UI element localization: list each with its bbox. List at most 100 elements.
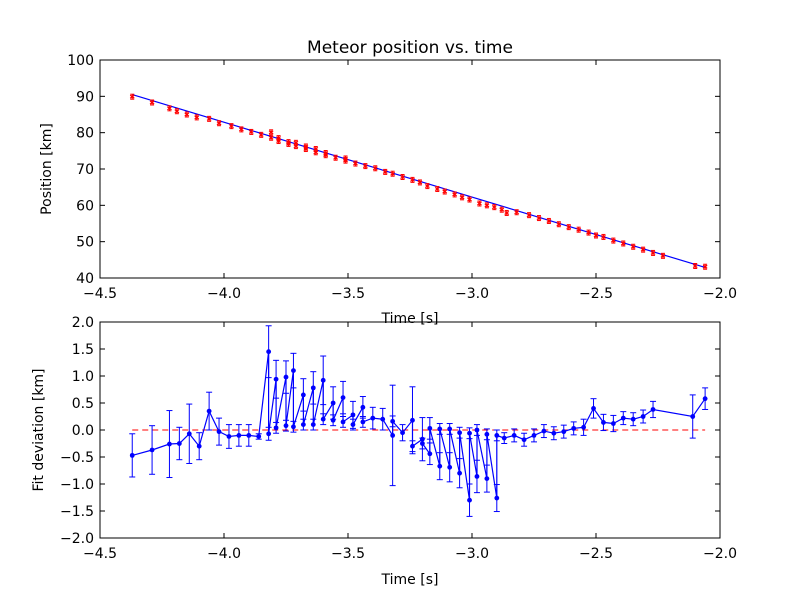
deviation-point (410, 443, 415, 449)
deviation-point (360, 419, 366, 425)
deviation-point (360, 404, 366, 410)
position-point (576, 226, 582, 233)
chart-title: Meteor position vs. time (307, 38, 513, 58)
deviation-point (129, 452, 135, 458)
deviation-point (273, 425, 279, 431)
position-point (194, 114, 200, 121)
position-x-tick-label: −2.5 (579, 286, 613, 302)
position-point (258, 131, 264, 138)
position-point (660, 252, 666, 259)
position-x-tick-label: −4.5 (83, 286, 117, 302)
deviation-point (390, 418, 396, 424)
position-point (593, 232, 599, 239)
position-y-tick-label: 60 (76, 198, 94, 214)
deviation-point (690, 414, 696, 419)
deviation-point (420, 441, 425, 446)
deviation-point (226, 434, 232, 439)
position-point (467, 196, 472, 203)
deviation-point (650, 407, 656, 412)
position-point (129, 93, 135, 100)
deviation-point (541, 428, 547, 434)
position-point (353, 160, 358, 167)
deviation-point (266, 349, 272, 355)
position-point (526, 212, 532, 219)
deviation-point (283, 374, 289, 380)
position-x-tick-label: −4.0 (207, 286, 241, 302)
position-point (248, 128, 254, 135)
position-y-tick-label: 40 (76, 271, 94, 287)
deviation-point (620, 415, 626, 421)
deviation-point (310, 422, 316, 427)
position-data-layer (129, 93, 708, 270)
deviation-point (186, 431, 192, 437)
position-point (174, 108, 180, 115)
deviation-point (511, 433, 517, 438)
deviation-point (494, 433, 500, 438)
deviation-point (484, 431, 490, 437)
deviation-plot: −4.5 −4.0 −3.5 −3.0 −2.5 −2.0 −2.0 −1.5 −1.0 −0.5… (31, 315, 737, 588)
deviation-point (457, 470, 462, 476)
position-point (484, 202, 490, 209)
deviation-point (273, 376, 279, 382)
position-point (702, 263, 708, 270)
deviation-point (320, 416, 326, 422)
deviation-point (340, 395, 346, 400)
deviation-point (283, 423, 289, 429)
position-point (268, 134, 274, 141)
deviation-point (196, 443, 202, 449)
deviation-x-tick-label: −2.0 (703, 546, 737, 562)
deviation-point (531, 433, 537, 438)
position-point (417, 179, 423, 186)
position-point (556, 221, 562, 228)
deviation-point (447, 426, 453, 432)
deviation-x-axis-label: Time [s] (381, 572, 439, 588)
position-point (650, 249, 656, 256)
position-x-tick-label: −2.0 (703, 286, 737, 302)
deviation-point (340, 419, 346, 425)
deviation-axis-ticks: −4.5 −4.0 −3.5 −3.0 −2.5 −2.0 −2.0 −1.5 −1.0 −0.5… (60, 315, 737, 562)
deviation-point (601, 420, 606, 425)
position-plot: Meteor position vs. time −4.5 −4.0 −3.5 −3.… (39, 38, 737, 327)
position-point (149, 99, 155, 106)
position-point (459, 194, 465, 201)
deviation-point (581, 424, 586, 430)
position-point (184, 111, 190, 118)
deviation-point (216, 429, 222, 435)
position-point (640, 246, 646, 253)
deviation-point (571, 425, 577, 431)
deviation-x-tick-label: −4.5 (83, 546, 117, 562)
position-point (536, 215, 542, 222)
position-y-axis-label: Position [km] (39, 123, 55, 215)
position-y-tick-label: 80 (76, 126, 94, 142)
deviation-point (640, 414, 646, 419)
deviation-point (330, 400, 336, 406)
position-point (452, 191, 458, 198)
position-point (504, 209, 510, 216)
position-point (276, 138, 281, 145)
deviation-y-tick-label: 0.0 (72, 423, 94, 439)
deviation-point (206, 408, 212, 414)
deviation-point (551, 430, 557, 436)
position-point (229, 123, 234, 130)
deviation-point (176, 441, 182, 446)
position-y-tick-label: 90 (76, 89, 94, 105)
position-y-tick-label: 50 (76, 235, 94, 251)
deviation-point (400, 430, 405, 436)
position-point (238, 126, 244, 133)
deviation-data-layer (129, 325, 709, 517)
deviation-point (630, 416, 636, 422)
deviation-y-tick-label: −1.0 (60, 477, 94, 493)
position-point (601, 233, 606, 240)
deviation-point (380, 416, 386, 422)
deviation-point (350, 422, 356, 427)
position-point (566, 224, 572, 231)
position-point (546, 217, 552, 224)
deviation-x-tick-label: −3.5 (331, 546, 365, 562)
position-y-tick-label: 100 (67, 53, 94, 69)
deviation-point (266, 431, 272, 437)
position-point (333, 154, 339, 161)
deviation-point (457, 430, 462, 436)
deviation-point (447, 464, 453, 470)
position-x-tick-label: −3.5 (331, 286, 365, 302)
